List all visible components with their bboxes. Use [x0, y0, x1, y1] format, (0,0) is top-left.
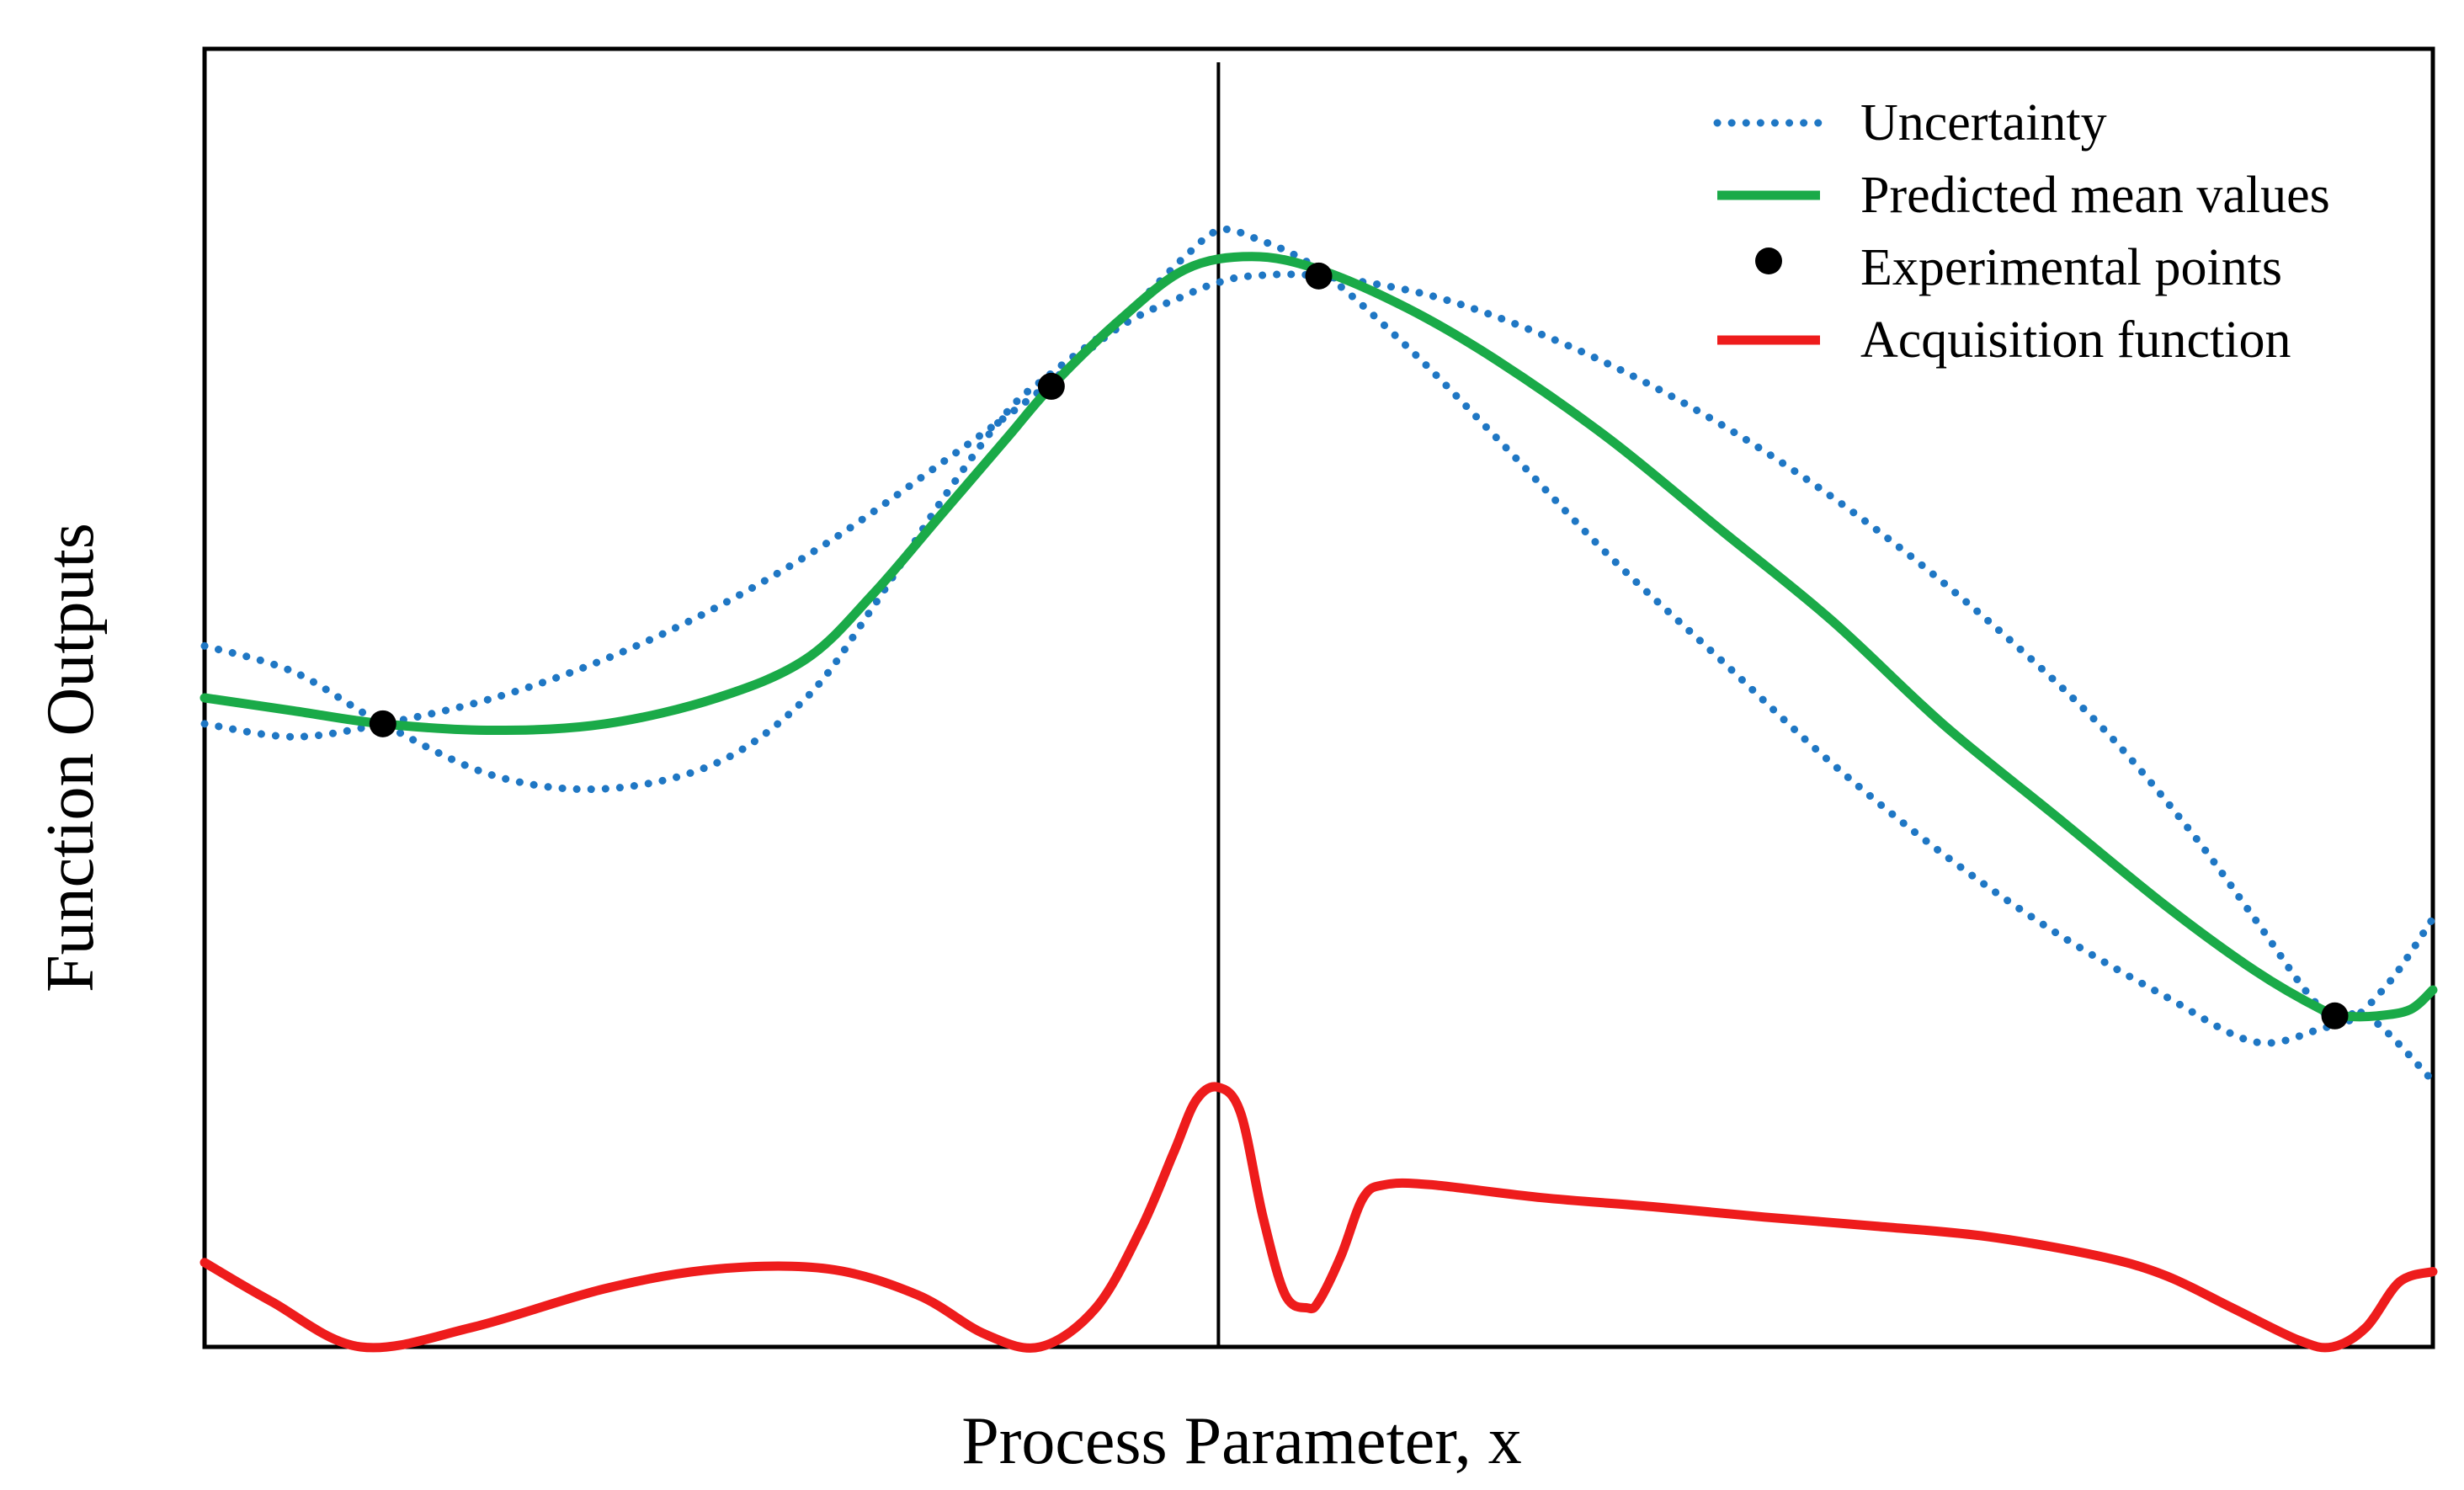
uncertainty-upper-line: [200, 270, 2437, 1027]
uncertainty-lower-line: [200, 225, 2437, 1085]
legend-swatch-points: [1755, 247, 1782, 274]
legend-label-uncertainty: Uncertainty: [1860, 94, 2107, 152]
predicted-mean-line: [200, 252, 2438, 1022]
y-axis-title: Function Outputs: [34, 523, 108, 992]
x-axis-title: Process Parameter, x: [961, 1404, 1521, 1478]
experimental-point: [2321, 1002, 2349, 1030]
experimental-point: [1037, 372, 1065, 400]
legend: Uncertainty Predicted mean values Experime…: [1713, 94, 2330, 369]
experimental-point: [1305, 262, 1333, 290]
experimental-point: [369, 710, 396, 737]
series-layer: [200, 62, 2438, 1353]
legend-label-points: Experimental points: [1860, 239, 2282, 296]
legend-label-mean: Predicted mean values: [1860, 167, 2330, 224]
legend-label-acquisition: Acquisition function: [1860, 311, 2291, 369]
acquisition-function-line: [200, 1082, 2438, 1353]
